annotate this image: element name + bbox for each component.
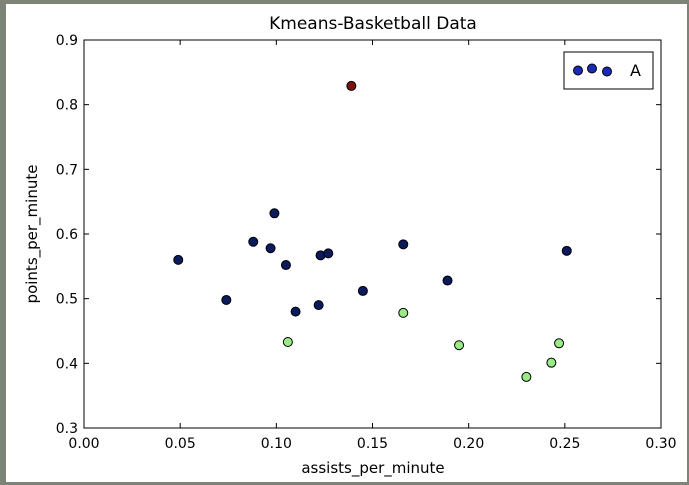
y-tick-label: 0.3 [56,421,78,437]
x-axis-ticks: 0.00 0.05 0.10 0.15 0.20 0.25 0.30 [68,40,677,452]
data-point [346,80,357,91]
y-tick-label: 0.7 [56,162,78,178]
data-point [357,285,368,296]
data-points [173,80,572,382]
x-tick-label: 0.25 [549,436,580,452]
data-point [546,357,557,368]
x-tick-label: 0.05 [165,436,196,452]
x-tick-label: 0.10 [261,436,292,452]
scatter-chart: Kmeans-Basketball Data 0.30.40.50.60.70.… [23,14,677,478]
data-point [454,340,465,351]
legend: A [563,51,654,90]
data-point [398,307,409,318]
data-point [221,294,232,305]
legend-label: A [630,61,641,80]
data-point [313,300,324,311]
legend-marker [587,63,597,74]
data-point [290,306,301,317]
plot-area [83,39,662,429]
data-point [398,239,409,250]
y-tick-label: 0.4 [56,356,78,372]
chart-title: Kmeans-Basketball Data [269,14,477,34]
x-axis-label: assists_per_minute [301,459,444,478]
y-axis-ticks: 0.3 0.4 0.5 0.6 0.7 0.8 0.9 [56,33,661,437]
figure-canvas: Kmeans-Basketball Data 0.3 0.4 0.5 0.6 0.7 0.… [6,4,687,482]
data-point [282,336,293,347]
data-point [442,275,453,286]
y-tick-label: 0.5 [56,292,78,308]
data-point [521,371,532,382]
data-point [554,338,565,349]
y-axis-label: points_per_minute [23,165,42,304]
y-tick-label: 0.9 [56,33,78,49]
y-tick-label: 0.6 [56,227,78,243]
x-tick-label: 0.00 [68,436,99,452]
x-tick-label: 0.15 [357,436,388,452]
data-point [248,236,259,247]
data-point [265,243,276,254]
data-point [173,254,184,265]
y-tick-label: 0.8 [56,98,78,114]
legend-marker [573,65,583,76]
data-point [323,248,334,259]
x-tick-label: 0.30 [645,436,676,452]
data-point [561,245,572,256]
x-tick-label: 0.20 [453,436,484,452]
legend-marker [602,66,612,77]
data-point [280,260,291,271]
data-point [269,208,280,219]
